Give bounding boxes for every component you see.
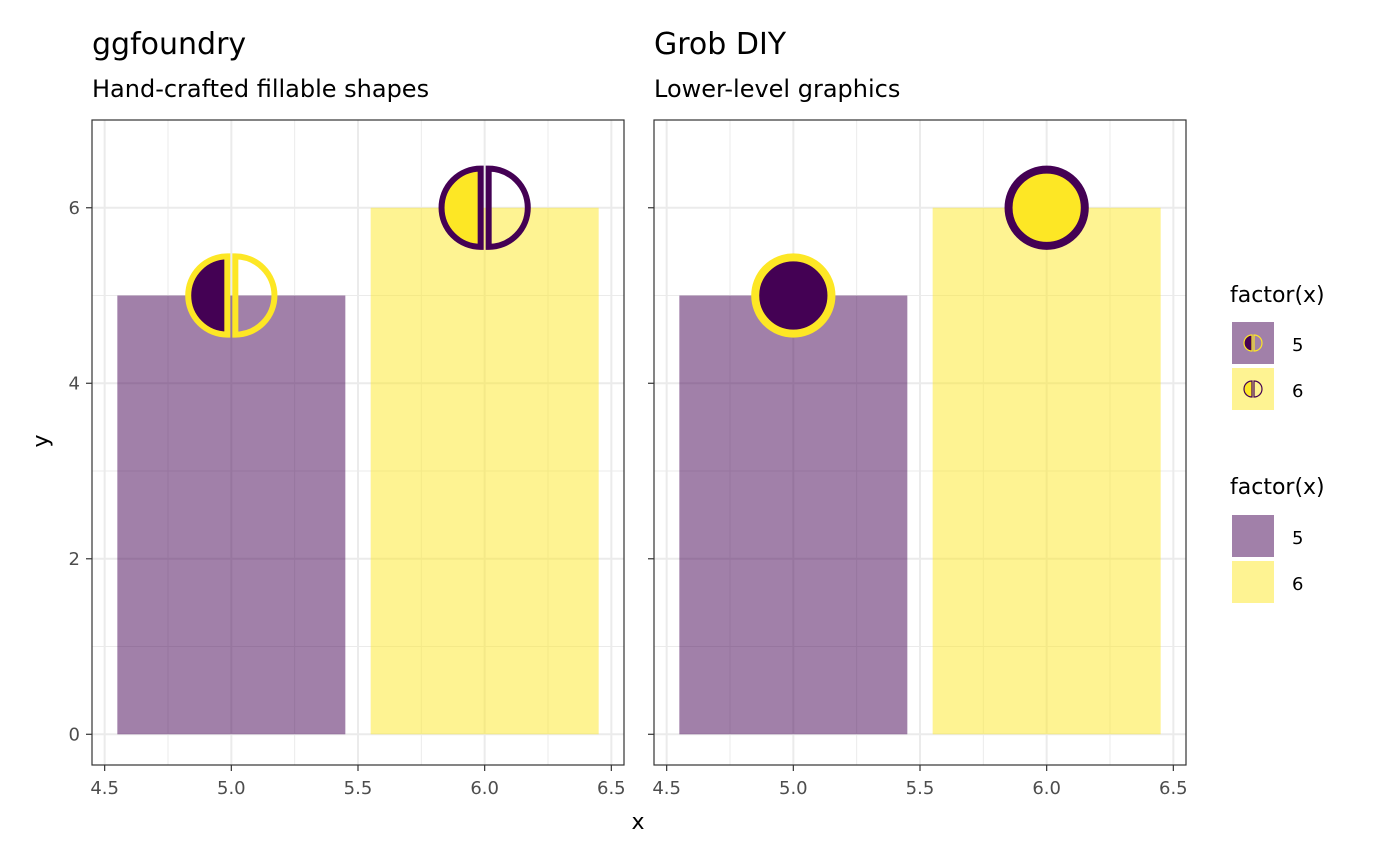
- x-tick-label: 5.0: [217, 778, 246, 799]
- x-tick-label: 4.5: [652, 778, 681, 799]
- points: [185, 165, 531, 338]
- legend-label: 6: [1292, 574, 1303, 595]
- legend-key-5: 5: [1232, 515, 1303, 557]
- x-tick-label: 5.5: [344, 778, 373, 799]
- x-tick-label: 5.5: [906, 778, 935, 799]
- y-axis-title: y: [29, 434, 54, 447]
- legend-title: factor(x): [1230, 283, 1325, 308]
- points: [751, 165, 1089, 338]
- legend-label: 5: [1292, 335, 1303, 356]
- x-tick-label: 6.5: [1159, 778, 1188, 799]
- y-tick-label: 2: [69, 549, 80, 570]
- bar-1: [679, 295, 908, 735]
- y-tick-label: 4: [69, 373, 80, 394]
- legend-key-6: 6: [1232, 561, 1303, 603]
- point-1: [751, 253, 836, 338]
- legend-key-6: 6: [1232, 368, 1303, 410]
- x-axis-ticks: 4.5 5.0 5.5 6.0 6.5: [90, 765, 626, 799]
- legend-key-5: 5: [1232, 322, 1303, 364]
- panel-title: ggfoundry: [92, 27, 246, 62]
- legend-label: 6: [1292, 381, 1303, 402]
- legend-label: 5: [1292, 528, 1303, 549]
- panel-grob-diy: Grob DIY Lower-level graphics 4.5 5.0 5.5 6…: [648, 27, 1188, 799]
- x-tick-label: 5.0: [779, 778, 808, 799]
- point-1: [185, 253, 278, 338]
- y-tick-label: 0: [69, 724, 80, 745]
- x-axis-ticks: 4.5 5.0 5.5 6.0 6.5: [652, 765, 1188, 799]
- x-tick-label: 6.0: [470, 778, 499, 799]
- panel-title: Grob DIY: [654, 27, 787, 62]
- legend-keys: 56: [1232, 515, 1303, 603]
- legend-keys: 56: [1232, 322, 1303, 410]
- bars: [679, 207, 1161, 735]
- x-axis-title: x: [631, 810, 644, 835]
- legend-title: factor(x): [1230, 475, 1325, 500]
- bar-1: [117, 295, 346, 735]
- panel-subtitle: Hand-crafted fillable shapes: [92, 75, 429, 103]
- x-tick-label: 6.5: [597, 778, 626, 799]
- x-tick-label: 4.5: [90, 778, 119, 799]
- y-axis-ticks: 0 2 4 6: [69, 198, 92, 745]
- panel-subtitle: Lower-level graphics: [654, 75, 900, 103]
- bars: [117, 207, 599, 735]
- x-tick-label: 6.0: [1032, 778, 1061, 799]
- y-tick-label: 6: [69, 198, 80, 219]
- panel-ggfoundry: ggfoundry Hand-crafted fillable shapes 4…: [29, 27, 645, 835]
- legend-fill: factor(x) 56: [1230, 475, 1325, 603]
- point-2: [438, 165, 531, 250]
- y-axis-ticks: [648, 207, 654, 735]
- point-2: [1004, 165, 1089, 250]
- bar-2: [932, 207, 1161, 735]
- legend-shapes: factor(x) 56: [1230, 283, 1325, 410]
- bar-2: [370, 207, 599, 735]
